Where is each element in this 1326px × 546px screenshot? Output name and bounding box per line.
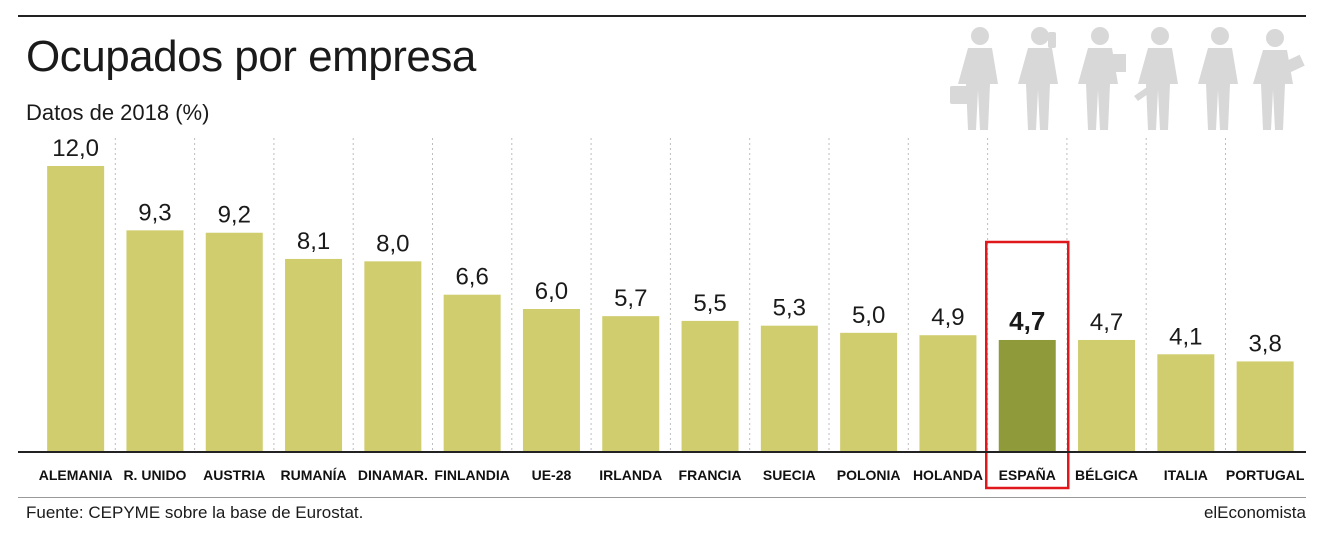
value-label: 5,7 — [614, 285, 647, 312]
businessman-standing-icon — [1198, 27, 1238, 130]
category-label: HOLANDA — [913, 467, 983, 483]
value-label: 9,3 — [138, 199, 171, 226]
category-label: BÉLGICA — [1075, 467, 1138, 483]
bar — [919, 335, 977, 452]
category-label: IRLANDA — [599, 467, 662, 483]
businessman-papers-icon — [1078, 27, 1126, 130]
bar — [126, 230, 184, 452]
value-label: 4,1 — [1169, 323, 1202, 350]
bar — [998, 339, 1056, 452]
bar — [602, 316, 660, 452]
value-label: 6,6 — [455, 264, 488, 291]
category-label: ALEMANIA — [39, 467, 113, 483]
brand-label: elEconomista — [1203, 503, 1306, 522]
bar — [522, 309, 580, 452]
value-label: 5,5 — [693, 290, 726, 317]
value-label: 4,7 — [1009, 306, 1045, 336]
businesspeople-illustration — [950, 27, 1305, 130]
businessman-laptop-icon — [1134, 27, 1178, 130]
bar — [364, 261, 422, 452]
bar — [205, 232, 263, 452]
businessman-phone-icon — [1018, 27, 1058, 130]
category-label: R. UNIDO — [123, 467, 186, 483]
bar — [760, 325, 818, 452]
bar — [1236, 361, 1294, 452]
bar — [443, 294, 501, 452]
category-label: RUMANÍA — [280, 467, 346, 483]
value-label: 5,0 — [852, 302, 885, 329]
bar — [1157, 354, 1215, 452]
bottom-rule — [18, 497, 1306, 498]
bar — [681, 320, 739, 452]
value-label: 8,1 — [297, 228, 330, 255]
value-label: 5,3 — [773, 295, 806, 322]
bar — [47, 166, 105, 452]
category-label: ESPAÑA — [999, 466, 1056, 483]
category-label: FINLANDIA — [434, 467, 509, 483]
value-label: 9,2 — [218, 202, 251, 229]
chart-subtitle: Datos de 2018 (%) — [26, 100, 210, 125]
bar — [840, 332, 898, 452]
category-label: UE-28 — [532, 467, 572, 483]
value-label: 4,7 — [1090, 309, 1123, 336]
businessman-briefcase-icon — [950, 27, 998, 130]
category-label: PORTUGAL — [1226, 467, 1305, 483]
source-note: Fuente: CEPYME sobre la base de Eurostat… — [26, 503, 364, 522]
businesswoman-folder-icon — [1253, 29, 1305, 130]
value-label: 12,0 — [52, 135, 99, 162]
bar — [285, 258, 343, 452]
category-label: POLONIA — [837, 467, 901, 483]
chart-title: Ocupados por empresa — [26, 32, 476, 81]
value-label: 6,0 — [535, 278, 568, 305]
category-label: ITALIA — [1164, 467, 1208, 483]
category-label: AUSTRIA — [203, 467, 265, 483]
bar — [1078, 339, 1136, 452]
value-label: 8,0 — [376, 230, 409, 257]
value-label: 3,8 — [1248, 330, 1281, 357]
category-label: DINAMAR. — [358, 467, 428, 483]
category-label: SUECIA — [763, 467, 816, 483]
highlight-box — [985, 240, 1070, 490]
category-label: FRANCIA — [679, 467, 742, 483]
top-rule — [18, 15, 1306, 17]
value-label: 4,9 — [931, 304, 964, 331]
